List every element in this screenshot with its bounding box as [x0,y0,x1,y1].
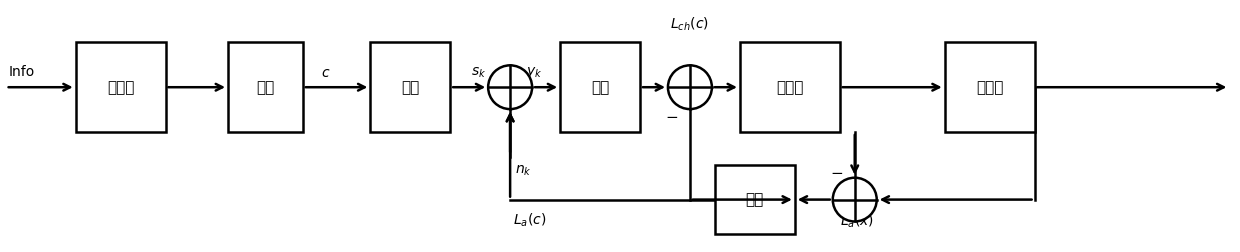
Text: 解调: 解调 [591,80,609,95]
Bar [371,43,450,132]
Bar [228,43,303,132]
Text: 解交织: 解交织 [776,80,804,95]
Bar [740,43,839,132]
Text: $-$: $-$ [666,108,678,122]
Bar [715,165,795,234]
Text: Info: Info [9,65,35,79]
Bar [945,43,1034,132]
Text: 译码器: 译码器 [976,80,1003,95]
Text: 编码器: 编码器 [107,80,134,95]
Text: 调制: 调制 [401,80,419,95]
Circle shape [489,65,532,109]
Text: $L_a(c)$: $L_a(c)$ [513,211,547,229]
Text: $s_k$: $s_k$ [470,66,486,80]
Circle shape [833,178,877,222]
Bar [560,43,640,132]
Text: 交织: 交织 [257,80,274,95]
Text: $L_a(x)$: $L_a(x)$ [839,212,874,230]
Text: $-$: $-$ [830,164,843,179]
Bar [76,43,165,132]
Text: $L_{ch}(c)$: $L_{ch}(c)$ [671,15,709,33]
Text: $c$: $c$ [321,66,330,80]
Text: $n_k$: $n_k$ [515,164,532,178]
Circle shape [668,65,712,109]
Text: 交织: 交织 [745,192,764,207]
Text: $y_k$: $y_k$ [526,65,542,80]
